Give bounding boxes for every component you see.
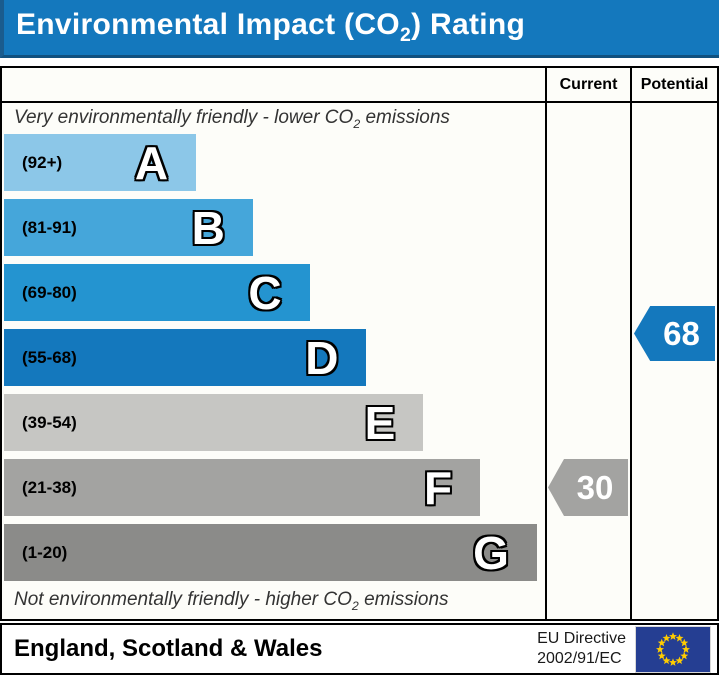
page-title: Environmental Impact (CO2) Rating bbox=[16, 8, 525, 47]
title-post: ) Rating bbox=[411, 8, 526, 41]
eu-flag-icon bbox=[635, 625, 711, 673]
band-row-e: (39-54) E bbox=[4, 394, 424, 451]
band-letter-g: G bbox=[473, 526, 509, 579]
eu-directive-line2: 2002/91/EC bbox=[537, 650, 622, 667]
band-row-g: (1-20) G bbox=[4, 524, 537, 581]
top-caption-subscript: 2 bbox=[353, 116, 361, 131]
band-letter-e: E bbox=[364, 396, 396, 449]
band-range-g: (1-20) bbox=[22, 542, 68, 562]
band-letter-a: A bbox=[134, 136, 169, 189]
bottom-caption-pre: Not environmentally friendly - higher CO bbox=[14, 589, 352, 610]
band-range-f: (21-38) bbox=[22, 477, 77, 497]
band-row-a: (92+) A bbox=[4, 134, 197, 191]
band-letter-b: B bbox=[191, 201, 225, 254]
band-row-b: (81-91) B bbox=[4, 199, 253, 256]
band-range-a: (92+) bbox=[22, 152, 63, 172]
top-caption-post: emissions bbox=[360, 107, 450, 128]
band-range-d: (55-68) bbox=[22, 347, 77, 367]
column-divider-potential bbox=[630, 68, 632, 619]
top-caption: Very environmentally friendly - lower CO… bbox=[14, 107, 450, 131]
current-column-header: Current bbox=[559, 75, 618, 93]
rating-table: Current Potential Very environmentally f… bbox=[0, 66, 719, 621]
top-caption-pre: Very environmentally friendly - lower CO bbox=[14, 107, 354, 128]
title-banner: Environmental Impact (CO2) Rating bbox=[0, 0, 719, 58]
potential-rating-value: 68 bbox=[663, 314, 700, 352]
eu-directive-line1: EU Directive bbox=[537, 630, 626, 647]
footer-bar: England, Scotland & Wales EU Directive 2… bbox=[0, 623, 719, 675]
table-header-row: Current Potential bbox=[2, 68, 717, 103]
bottom-caption: Not environmentally friendly - higher CO… bbox=[14, 589, 449, 613]
potential-column-header: Potential bbox=[640, 75, 709, 93]
band-letter-d: D bbox=[305, 331, 339, 384]
bottom-caption-subscript: 2 bbox=[351, 598, 359, 613]
band-range-c: (69-80) bbox=[22, 282, 77, 302]
directive-block: EU Directive 2002/91/EC bbox=[537, 625, 711, 673]
region-label: England, Scotland & Wales bbox=[14, 635, 323, 662]
band-row-c: (69-80) C bbox=[4, 264, 310, 321]
band-range-b: (81-91) bbox=[22, 217, 77, 237]
title-subscript: 2 bbox=[399, 24, 412, 46]
current-rating-arrow: 30 bbox=[548, 459, 628, 516]
band-letter-c: C bbox=[248, 266, 282, 319]
band-row-f: (21-38) F bbox=[4, 459, 481, 516]
column-divider-current bbox=[545, 68, 547, 619]
bottom-caption-post: emissions bbox=[358, 589, 449, 610]
band-letter-f: F bbox=[423, 461, 453, 514]
potential-rating-arrow: 68 bbox=[634, 306, 715, 361]
band-range-e: (39-54) bbox=[22, 412, 77, 432]
current-rating-value: 30 bbox=[576, 468, 614, 506]
rating-bands: (92+) A (81-91) B (69-80) C (55-68) D (3… bbox=[4, 134, 545, 589]
title-pre: Environmental Impact (CO bbox=[16, 8, 400, 41]
band-row-d: (55-68) D bbox=[4, 329, 367, 386]
eu-directive-text: EU Directive 2002/91/EC bbox=[537, 629, 626, 669]
